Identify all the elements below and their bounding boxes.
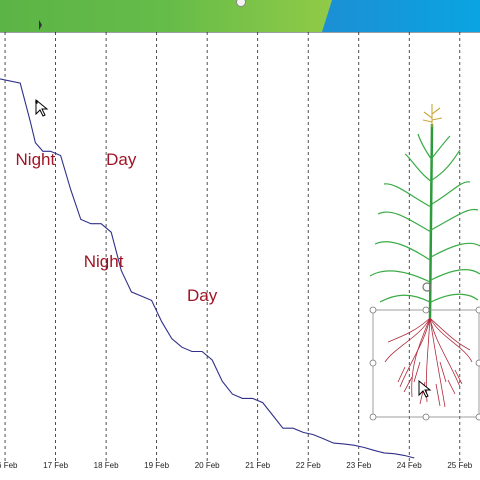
phase-label: Day	[106, 149, 137, 169]
phase-label: Night	[83, 252, 124, 272]
series-layer	[0, 78, 415, 459]
title-bar	[0, 0, 480, 33]
x-tick-label: 16 Feb	[0, 461, 18, 470]
x-tick-label: 23 Feb	[346, 461, 372, 470]
x-tick-label: 25 Feb	[447, 461, 473, 470]
series-line	[0, 78, 415, 459]
x-tick-label: 24 Feb	[396, 461, 422, 470]
tab-marker-icon	[39, 20, 42, 30]
x-tick-label: 17 Feb	[43, 461, 69, 470]
move-cursor-icon	[34, 98, 50, 123]
x-tick-label: 19 Feb	[144, 461, 170, 470]
title-bar-accent	[322, 0, 480, 32]
chart-area	[0, 32, 480, 465]
x-tick-label: 21 Feb	[245, 461, 271, 470]
rotate-handle-icon[interactable]	[422, 282, 432, 292]
phase-label: Day	[186, 286, 218, 306]
x-tick-label: 18 Feb	[93, 461, 119, 470]
phase-label: Night	[15, 149, 56, 169]
line-chart	[0, 32, 480, 464]
window-resize-handle[interactable]	[236, 0, 246, 7]
move-cursor-icon-2	[417, 379, 433, 404]
x-tick-label: 22 Feb	[295, 461, 321, 470]
x-axis-title	[245, 474, 246, 480]
corn-plant-image[interactable]	[369, 104, 480, 421]
grid-lines	[4, 32, 461, 464]
x-tick-label: 20 Feb	[194, 461, 220, 470]
